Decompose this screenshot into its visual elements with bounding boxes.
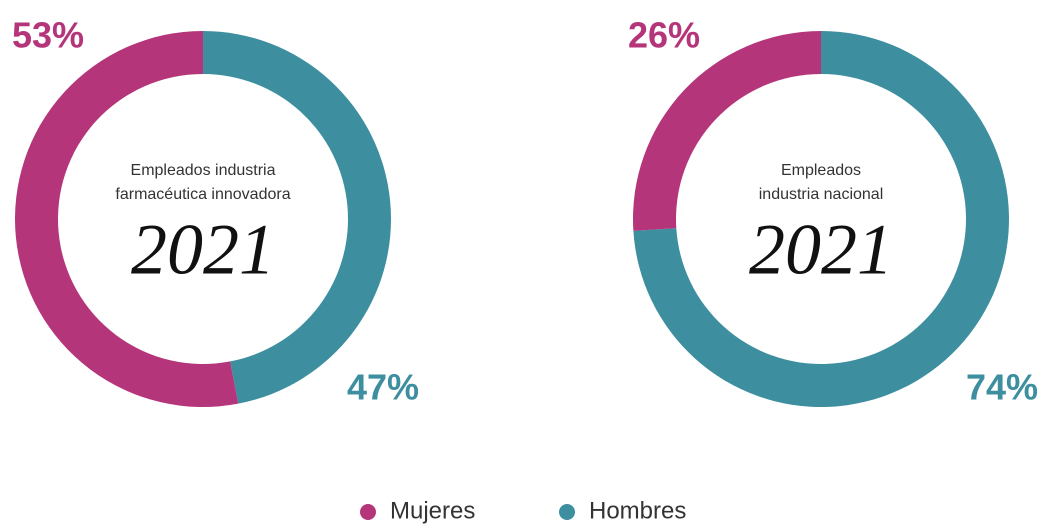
legend-swatch <box>559 504 575 520</box>
donut-segment <box>203 31 391 404</box>
legend-label: Mujeres <box>390 497 475 524</box>
center-text: Empleados <box>781 162 861 179</box>
value-label: 47% <box>347 367 419 408</box>
center-year: 2021 <box>749 210 893 290</box>
donut-segment <box>14 31 239 407</box>
center-text: industria nacional <box>759 186 884 203</box>
legend-swatch <box>360 504 376 520</box>
center-text: farmacéutica innovadora <box>115 186 290 203</box>
center-year: 2021 <box>131 210 275 290</box>
value-label: 53% <box>12 15 84 56</box>
donut-segment <box>633 31 821 231</box>
legend-label: Hombres <box>589 497 686 524</box>
value-label: 74% <box>966 367 1038 408</box>
center-text: Empleados industria <box>131 162 276 179</box>
value-label: 26% <box>628 15 700 56</box>
